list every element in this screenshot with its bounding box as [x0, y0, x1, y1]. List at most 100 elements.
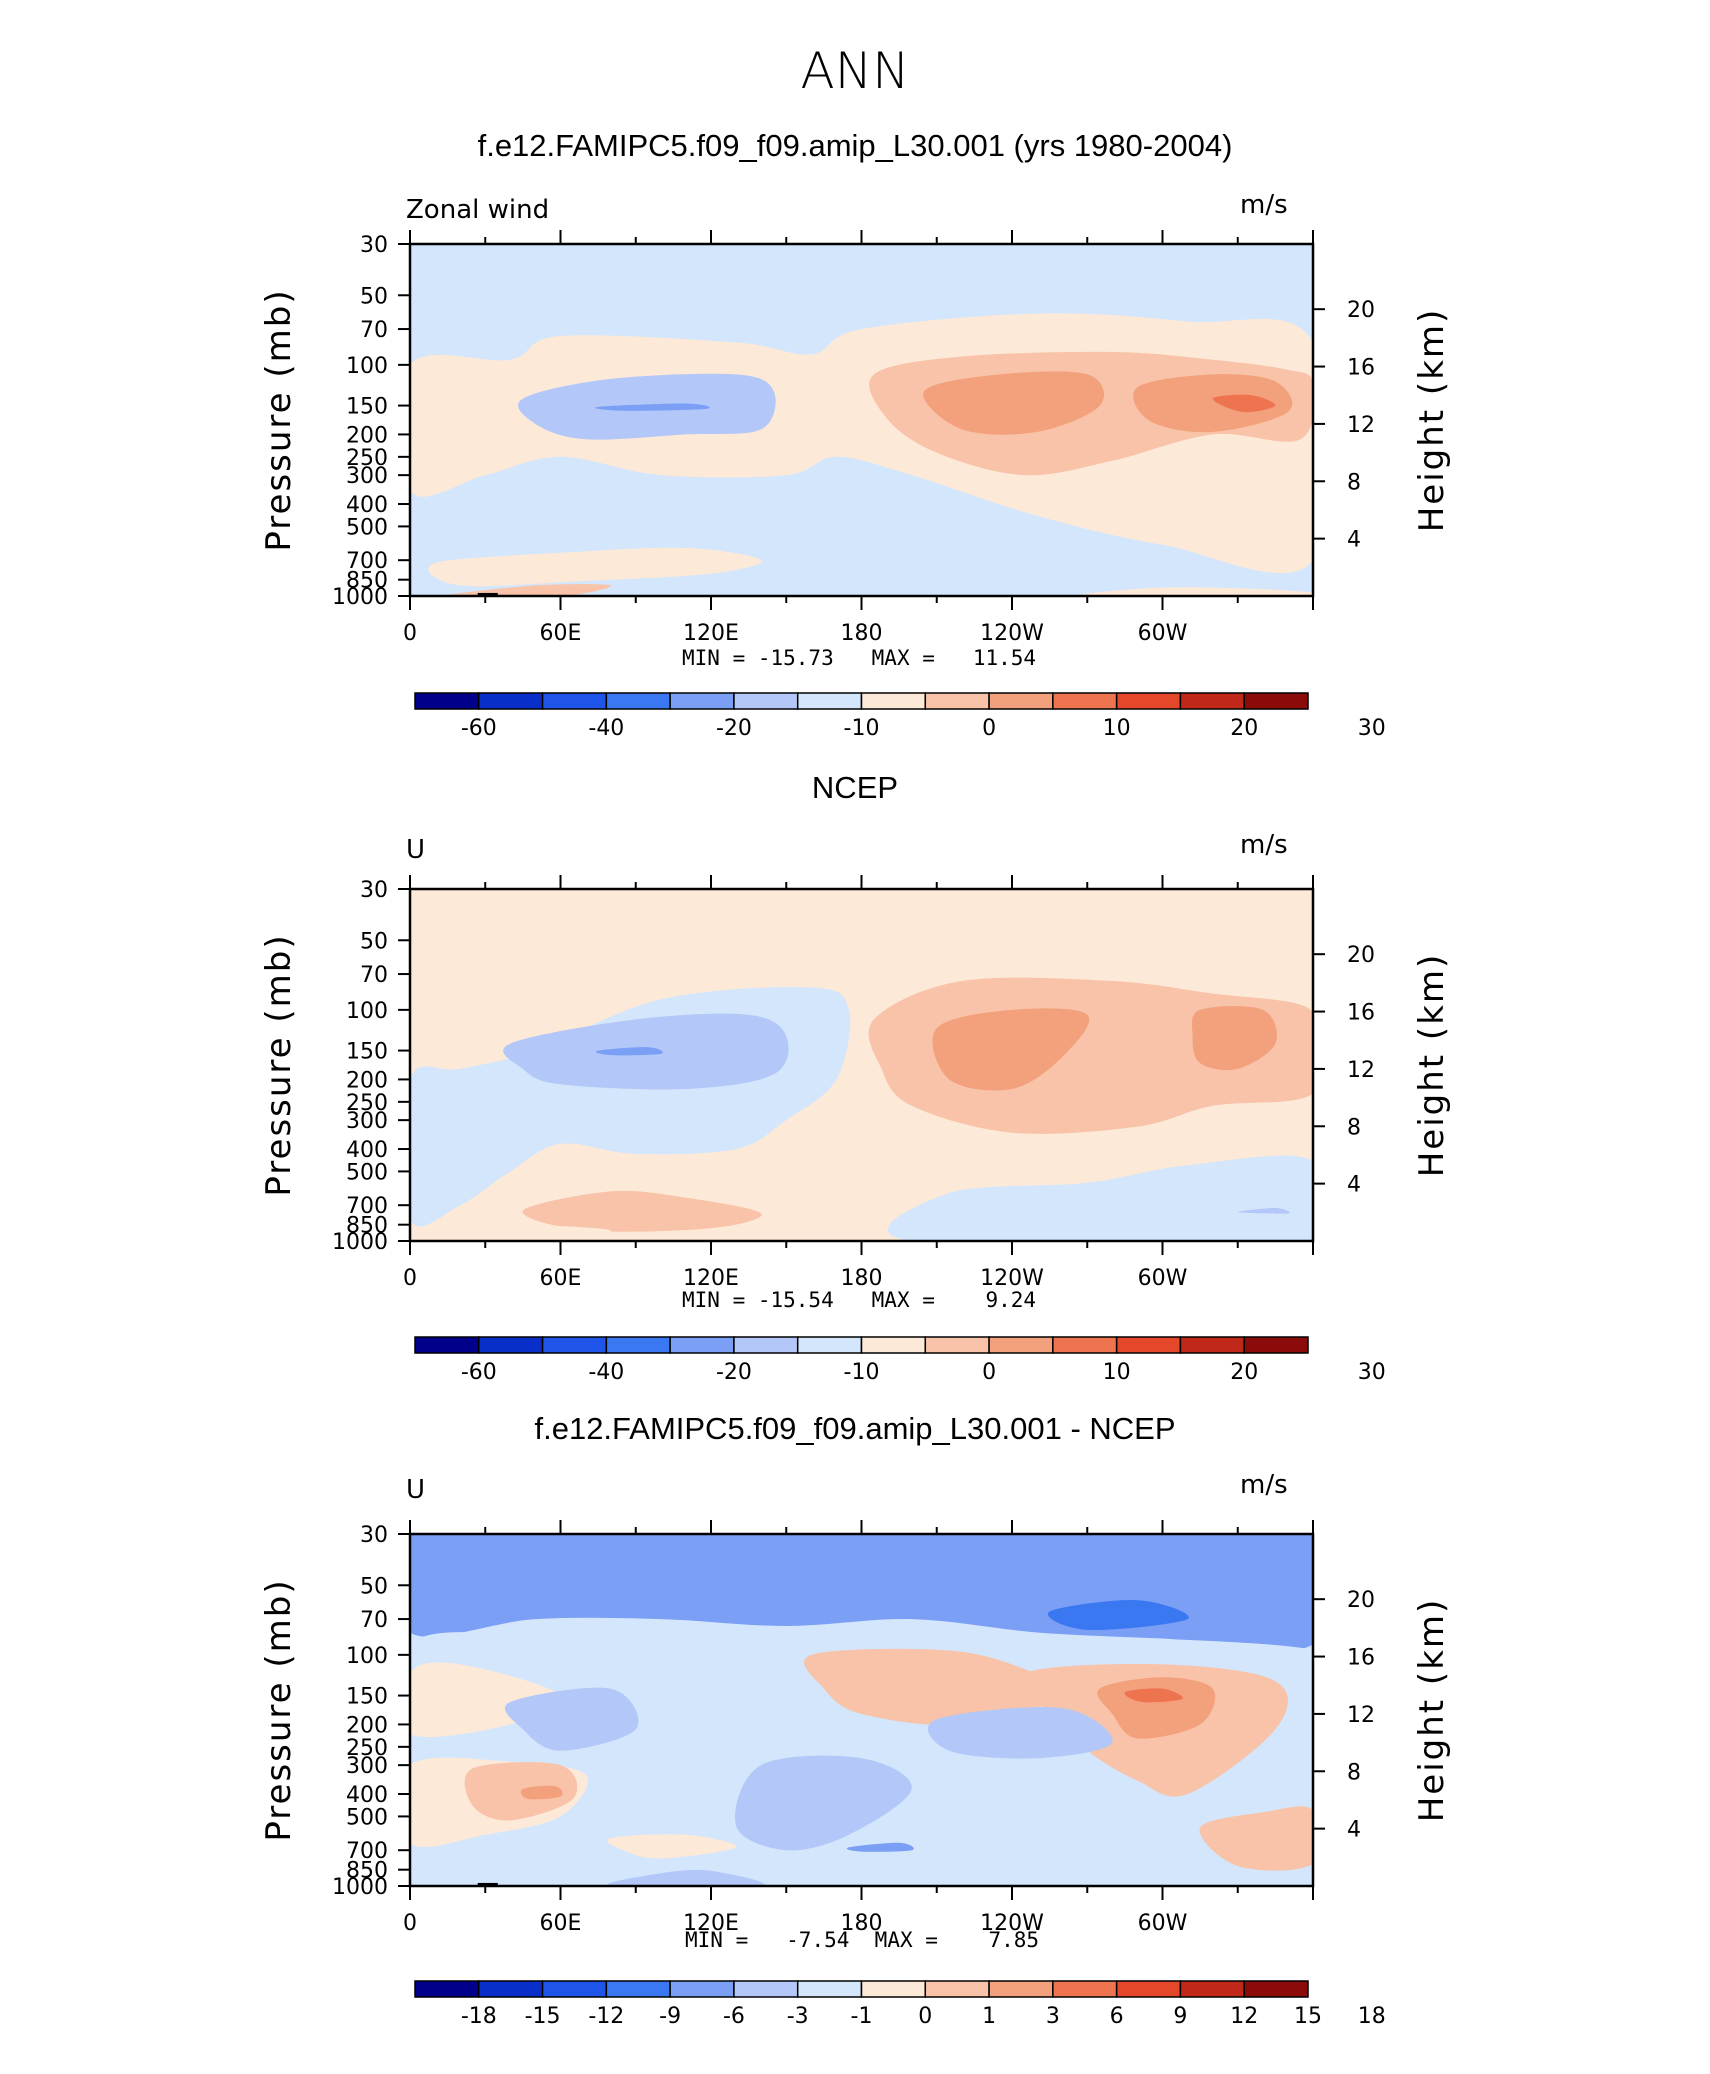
panel-1-colorbar-label: 20 — [1230, 716, 1258, 741]
panel-3-colorbar-label: -1 — [851, 2004, 873, 2029]
panel-1-y-tick-label: 30 — [360, 233, 388, 258]
panel-3-x-tick-label: 60E — [540, 1911, 582, 1936]
panel-3-y-axis-title: Pressure (mb) — [259, 1578, 299, 1841]
panel-2-colorbar-label: 0 — [982, 1360, 996, 1385]
panel-3-contour-region — [1124, 1688, 1184, 1703]
panel-1-colorbar-cell — [1115, 692, 1182, 710]
panel-3-contour-region — [607, 1869, 765, 1886]
panel-3-max-value: 7.85 — [988, 1928, 1040, 1952]
panel-3-colorbar-cell — [1243, 1980, 1309, 1998]
panel-2-contour-region — [595, 1047, 663, 1056]
panel-2-max-label: MAX = — [871, 1288, 948, 1312]
panel-2-x-tick-label: 180 — [841, 1266, 883, 1291]
panel-2-colorbar-cell — [1115, 1336, 1182, 1354]
panel-1-colorbar-cell — [924, 692, 990, 710]
panel-1-y-tick-label: 50 — [360, 284, 388, 309]
panel-2-y-tick-label: 250 — [346, 1091, 388, 1116]
panel-3-height-tick-label: 20 — [1347, 1588, 1375, 1613]
panel-1-colorbar-cell — [478, 692, 544, 710]
panel-1-variable-label: Zonal wind — [406, 195, 550, 225]
panel-2-colorbar-label: -40 — [588, 1360, 624, 1385]
panel-3-colorbar-cell — [541, 1980, 608, 1998]
panel-3-min-value: -7.54 — [786, 1928, 850, 1952]
panel-1-x-tick-label: 0 — [403, 621, 417, 646]
panel-1-min-label: MIN = — [682, 646, 758, 670]
panel-2-colorbar-cell — [860, 1336, 927, 1354]
panel-1-min-max: MIN = -15.73 MAX = 11.54 — [682, 646, 1036, 670]
panel-2-colorbar-label: 20 — [1230, 1360, 1258, 1385]
panel-1-plot: 0 60E 120E 180 120W 60W3050701001502002503004… — [259, 230, 1452, 741]
panel-1-colorbar-cell — [1243, 692, 1309, 710]
panel-1-x-tick-label: 120E — [683, 621, 739, 646]
panel-3-colorbar-label: -12 — [588, 2004, 624, 2029]
panel-2-units-label: m/s — [1240, 830, 1288, 860]
panel-3-colorbar-label: -9 — [659, 2004, 681, 2029]
panel-3-colorbar-cell — [669, 1980, 735, 1998]
panel-3-right-axis-title: Height (km) — [1412, 1598, 1452, 1823]
panel-3-contour-region — [607, 1834, 737, 1859]
panel-3-y-tick-label: 400 — [346, 1783, 388, 1808]
panel-3-plot: 0 60E 120E 180 120W 60W3050701001502002503004… — [259, 1520, 1452, 2029]
panel-2-y-axis-title: Pressure (mb) — [259, 933, 299, 1196]
panel-3-colorbar-label: 6 — [1110, 2004, 1124, 2029]
panel-3-colorbar-cell — [988, 1980, 1054, 1998]
panel-1-x-tick-label: 60E — [540, 621, 582, 646]
panel-3-contour-region — [735, 1755, 912, 1851]
panel-3-contours — [410, 1534, 1313, 1886]
panel-3-y-tick-label: 250 — [346, 1736, 388, 1761]
panel-2-x-tick-label: 0 — [403, 1266, 417, 1291]
panel-1-height-tick-label: 20 — [1347, 298, 1375, 323]
panel-2-colorbar-cell — [478, 1336, 544, 1354]
panel-3-x-tick-label: 120W — [980, 1911, 1044, 1936]
panel-3-contour-region — [1199, 1806, 1313, 1871]
panel-3-height-tick-label: 16 — [1347, 1646, 1375, 1671]
panel-3-x-tick-label: 0 — [403, 1911, 417, 1936]
panel-3-topography — [477, 1882, 498, 1886]
panel-2-y-tick-label: 150 — [346, 1040, 388, 1065]
panel-2-min-max: MIN = -15.54 MAX = 9.24 — [682, 1288, 1036, 1312]
panel-1-y-tick-label: 300 — [346, 464, 388, 489]
panel-1-height-tick-label: 16 — [1347, 356, 1375, 381]
panel-1-x-tick-label: 60W — [1138, 621, 1188, 646]
panel-3-contour-region — [1047, 1600, 1189, 1631]
panel-2-y-tick-label: 1000 — [332, 1230, 388, 1255]
panel-2-contour-region — [522, 1190, 762, 1232]
panel-2-contour-region — [887, 1155, 1313, 1241]
panel-3-y-tick-label: 1000 — [332, 1875, 388, 1900]
panel-3-y-tick-label: 70 — [360, 1608, 388, 1633]
panel-3-colorbar-cell — [733, 1980, 799, 1998]
panel-1-contour-region — [1081, 587, 1313, 596]
panel-2-contour-region — [410, 1224, 611, 1241]
panel-1-units-label: m/s — [1240, 190, 1288, 220]
panel-2-contour-region — [1191, 1006, 1277, 1071]
panel-1-colorbar-cell — [541, 692, 608, 710]
panel-3-contour-region — [504, 1687, 639, 1751]
panel-1-colorbar-cell — [669, 692, 735, 710]
panel-2-colorbar-label: 30 — [1358, 1360, 1386, 1385]
panel-1-min-value: -15.73 — [757, 646, 834, 670]
panel-3-y-tick-label: 700 — [346, 1839, 388, 1864]
panel-2-contours — [410, 977, 1313, 1241]
panel-2-y-tick-label: 200 — [346, 1068, 388, 1093]
panel-1-colorbar-cell — [1179, 692, 1245, 710]
panel-1-colorbar-cell — [988, 692, 1054, 710]
panel-1-y-tick-label: 150 — [346, 395, 388, 420]
panel-2-x-tick-label: 120E — [683, 1266, 739, 1291]
panel-2-colorbar-cell — [733, 1336, 799, 1354]
panel-2-min-label: MIN = — [682, 1288, 758, 1312]
panel-1-contour-region — [594, 403, 710, 411]
panel-3-x-tick-label: 120E — [683, 1911, 739, 1936]
panel-3-colorbar-cell — [1052, 1980, 1118, 1998]
panel-3-contour-region — [410, 1631, 1313, 1749]
panel-2-colorbar-cell — [1052, 1336, 1118, 1354]
panel-2-y-tick-label: 50 — [360, 929, 388, 954]
panel-1-y-tick-label: 250 — [346, 446, 388, 471]
panel-1-title: f.e12.FAMIPC5.f09_f09.amip_L30.001 (yrs … — [477, 128, 1233, 163]
panel-1-colorbar-cell — [1052, 692, 1118, 710]
panel-3-colorbar-label: 0 — [918, 2004, 932, 2029]
panel-3-colorbar-label: 9 — [1173, 2004, 1187, 2029]
panel-2-colorbar-cell — [988, 1336, 1054, 1354]
panel-2-y-tick-label: 300 — [346, 1109, 388, 1134]
panel-3-colorbar-label: -15 — [525, 2004, 561, 2029]
panel-2-y-tick-label: 400 — [346, 1138, 388, 1163]
